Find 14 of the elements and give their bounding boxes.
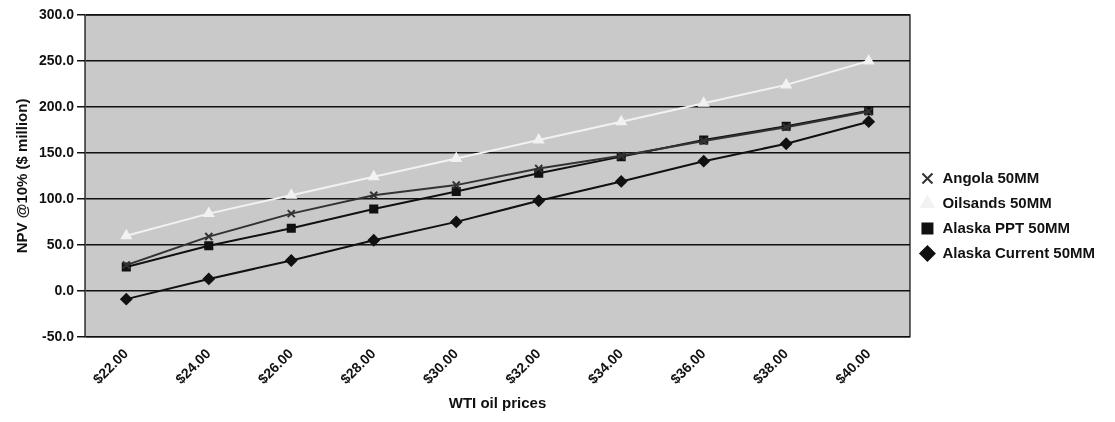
legend-label: Angola 50MM	[942, 168, 1040, 186]
y-tick-label: 250.0	[38, 51, 75, 68]
y-tick-label: 0.0	[54, 281, 75, 298]
y-tick-label: 100.0	[38, 189, 75, 206]
y-tick-label: 50.0	[46, 235, 75, 252]
legend-label: Alaska Current 50MM	[942, 243, 1096, 261]
y-tick-label: -50.0	[42, 327, 75, 344]
y-tick-label: 300.0	[38, 5, 75, 22]
legend-label: Oilsands 50MM	[942, 193, 1052, 211]
legend-label: Alaska PPT 50MM	[942, 218, 1071, 236]
y-tick-label: 200.0	[38, 97, 75, 114]
x-axis-title: WTI oil prices	[448, 394, 547, 412]
y-axis-title: NPV @10% ($ million)	[13, 98, 31, 254]
y-tick-label: 150.0	[38, 143, 75, 160]
